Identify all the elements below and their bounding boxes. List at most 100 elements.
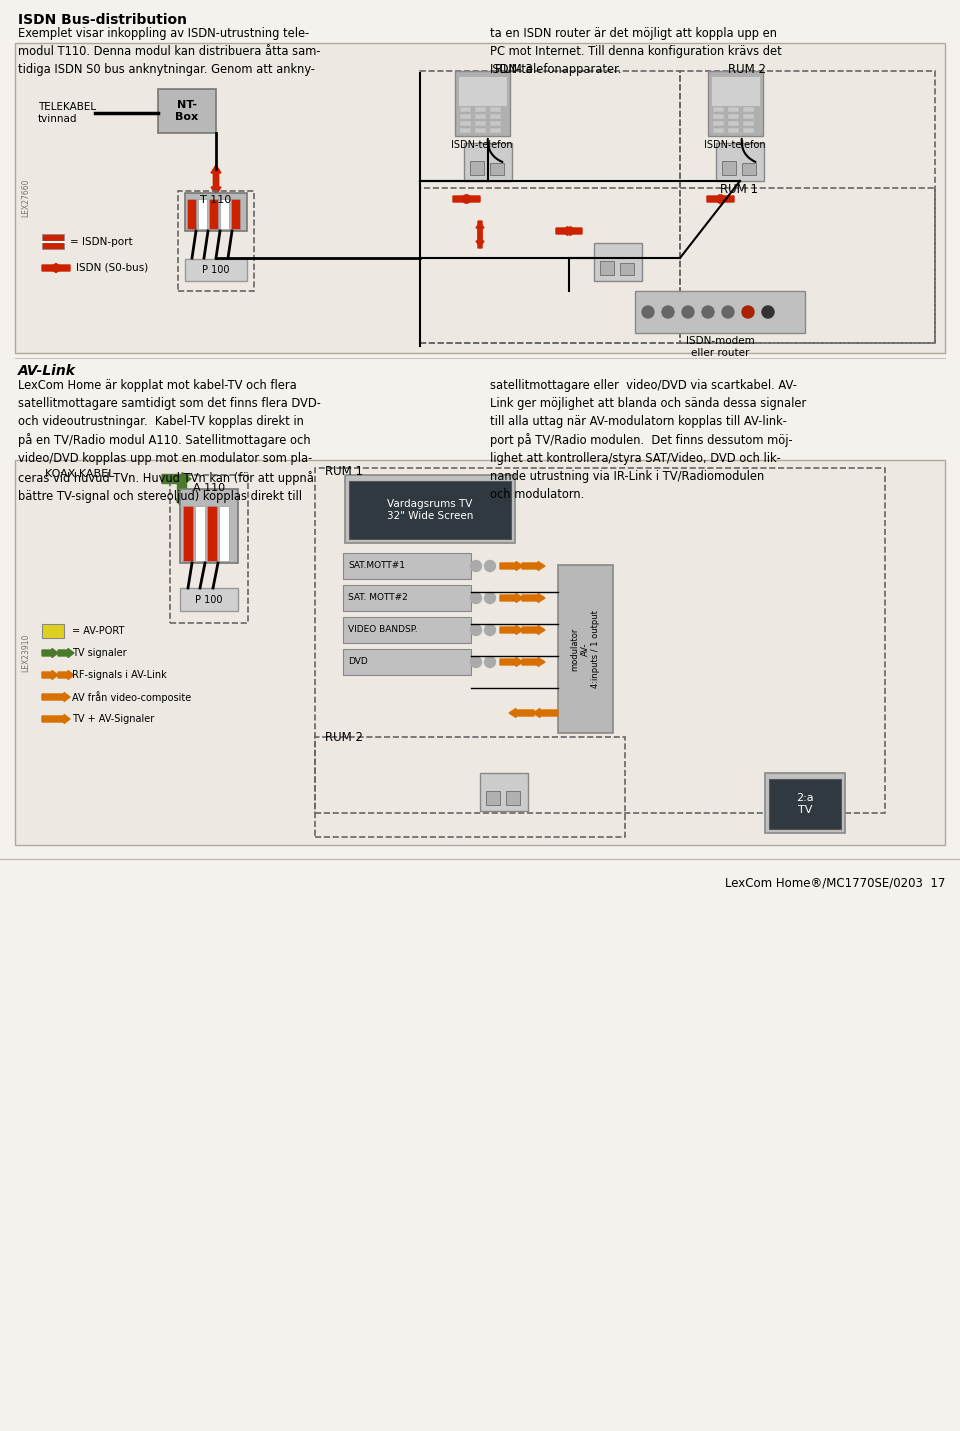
Bar <box>558 565 613 733</box>
Bar <box>343 650 471 675</box>
Bar <box>185 193 247 230</box>
Text: LexCom Home®/MC1770SE/0203  17: LexCom Home®/MC1770SE/0203 17 <box>725 876 945 889</box>
Text: RUM 1: RUM 1 <box>720 183 758 196</box>
Bar <box>349 481 511 539</box>
Bar <box>743 114 754 119</box>
FancyArrow shape <box>42 648 58 657</box>
Text: TELEKABEL
tvinnad: TELEKABEL tvinnad <box>38 102 96 124</box>
Bar <box>680 72 935 343</box>
Bar <box>713 114 724 119</box>
FancyArrow shape <box>500 625 523 634</box>
FancyArrow shape <box>522 561 545 571</box>
Bar <box>209 199 218 229</box>
Circle shape <box>470 561 482 571</box>
Text: RUM 1: RUM 1 <box>325 465 363 478</box>
Circle shape <box>702 306 714 318</box>
Bar <box>15 43 945 353</box>
Bar <box>490 127 501 133</box>
Circle shape <box>485 657 495 667</box>
Bar <box>713 107 724 112</box>
Bar <box>458 76 507 106</box>
Text: satellitmottagare eller  video/DVD via scartkabel. AV-
Link ger möjlighet att bl: satellitmottagare eller video/DVD via sc… <box>490 379 806 501</box>
Bar <box>594 243 642 280</box>
Bar <box>315 737 625 837</box>
Bar <box>187 199 196 229</box>
Text: P 100: P 100 <box>203 265 229 275</box>
Text: RUM 2: RUM 2 <box>325 731 363 744</box>
Text: T 110: T 110 <box>201 195 231 205</box>
FancyArrow shape <box>522 657 545 667</box>
Text: TV + AV-Signaler: TV + AV-Signaler <box>72 714 155 724</box>
Bar <box>711 76 760 106</box>
Bar <box>464 143 512 180</box>
FancyArrow shape <box>561 226 582 236</box>
FancyArrow shape <box>211 165 221 190</box>
Bar <box>178 190 254 290</box>
FancyArrow shape <box>58 648 74 657</box>
Bar <box>728 122 739 126</box>
Circle shape <box>485 561 495 571</box>
Bar <box>506 791 520 806</box>
Text: ISDN (S0-bus): ISDN (S0-bus) <box>76 263 148 273</box>
Text: = ISDN-port: = ISDN-port <box>70 238 132 248</box>
Text: LEX27660: LEX27660 <box>21 179 31 218</box>
Bar <box>475 107 486 112</box>
Bar <box>170 475 248 622</box>
FancyArrow shape <box>476 222 484 248</box>
Bar <box>600 260 614 275</box>
Bar <box>486 791 500 806</box>
Bar <box>455 72 510 136</box>
Bar <box>743 107 754 112</box>
Text: LEX23910: LEX23910 <box>21 634 31 673</box>
Text: RUM 2: RUM 2 <box>728 63 766 76</box>
Text: A 110: A 110 <box>193 484 225 494</box>
Text: Vardagsrums TV
32" Wide Screen: Vardagsrums TV 32" Wide Screen <box>387 499 473 521</box>
Text: LexCom Home är kopplat mot kabel-TV och flera
satellitmottagare samtidigt som de: LexCom Home är kopplat mot kabel-TV och … <box>18 379 321 502</box>
FancyArrow shape <box>49 263 70 272</box>
Circle shape <box>722 306 734 318</box>
Bar <box>343 552 471 580</box>
FancyArrow shape <box>522 594 545 602</box>
Text: NT-
Box: NT- Box <box>176 100 199 122</box>
Text: AV från video-composite: AV från video-composite <box>72 691 191 703</box>
Circle shape <box>682 306 694 318</box>
FancyArrow shape <box>500 657 523 667</box>
Bar <box>490 114 501 119</box>
Text: TV signaler: TV signaler <box>72 648 127 658</box>
Text: 2:a
TV: 2:a TV <box>796 793 814 814</box>
FancyArrow shape <box>476 220 484 248</box>
Text: DVD: DVD <box>348 657 368 667</box>
FancyArrow shape <box>459 195 480 203</box>
Bar <box>743 127 754 133</box>
FancyArrow shape <box>556 226 577 236</box>
FancyArrow shape <box>42 263 63 272</box>
Bar <box>420 187 935 343</box>
Bar <box>42 235 64 249</box>
Bar <box>490 163 504 175</box>
Text: P 100: P 100 <box>195 595 223 605</box>
Bar <box>15 459 945 844</box>
Bar <box>769 778 841 829</box>
Bar <box>420 72 680 343</box>
Circle shape <box>485 624 495 635</box>
Bar <box>635 290 805 333</box>
Bar <box>343 617 471 643</box>
FancyArrow shape <box>453 195 474 203</box>
Bar <box>765 773 845 833</box>
Bar <box>185 259 247 280</box>
Circle shape <box>470 592 482 604</box>
FancyArrow shape <box>162 472 191 485</box>
FancyArrow shape <box>42 714 70 724</box>
FancyArrow shape <box>500 594 523 602</box>
Bar <box>728 127 739 133</box>
Bar <box>722 162 736 175</box>
Bar <box>198 199 207 229</box>
Bar <box>490 107 501 112</box>
Bar <box>728 114 739 119</box>
Bar <box>219 507 229 561</box>
Circle shape <box>762 306 774 318</box>
Bar <box>470 162 484 175</box>
Bar <box>180 489 238 562</box>
Bar <box>183 507 193 561</box>
Circle shape <box>470 657 482 667</box>
